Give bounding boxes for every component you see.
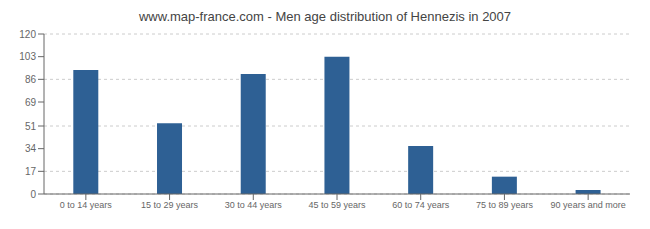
- svg-text:103: 103: [19, 51, 36, 62]
- svg-text:17: 17: [25, 166, 37, 177]
- svg-text:15 to 29 years: 15 to 29 years: [141, 200, 199, 210]
- svg-text:86: 86: [25, 74, 37, 85]
- svg-text:75 to 89 years: 75 to 89 years: [476, 200, 534, 210]
- svg-text:45 to 59 years: 45 to 59 years: [308, 200, 366, 210]
- svg-text:60 to 74 years: 60 to 74 years: [392, 200, 450, 210]
- svg-text:34: 34: [25, 143, 37, 154]
- svg-text:30 to 44 years: 30 to 44 years: [225, 200, 283, 210]
- svg-text:120: 120: [19, 29, 36, 40]
- svg-text:0: 0: [30, 189, 36, 200]
- svg-text:51: 51: [25, 121, 37, 132]
- svg-text:69: 69: [25, 97, 37, 108]
- svg-text:0 to 14 years: 0 to 14 years: [60, 200, 113, 210]
- svg-text:90 years and more: 90 years and more: [551, 200, 626, 210]
- html-text:www.map-france.com - Men age d: www.map-france.com - Men age distributio…: [138, 9, 512, 24]
